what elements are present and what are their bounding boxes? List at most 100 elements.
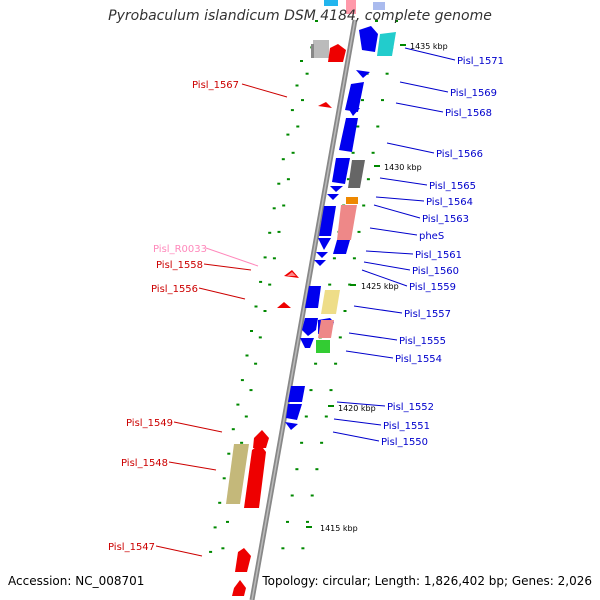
label-pisl-1550[interactable]: Pisl_1550 xyxy=(381,437,428,448)
gene-pisl-1563-orange[interactable] xyxy=(346,197,358,204)
guide-dot xyxy=(213,526,217,529)
label-pisl-1563[interactable]: Pisl_1563 xyxy=(422,214,469,225)
guide-dot xyxy=(304,415,308,418)
gene-pisl-1549[interactable] xyxy=(253,430,269,448)
guide-dot xyxy=(209,550,213,553)
gene-pisl-1568-head[interactable] xyxy=(348,108,360,116)
label-pisl-1561[interactable]: Pisl_1561 xyxy=(415,250,462,261)
gene-pisl-1550[interactable] xyxy=(285,422,298,430)
guide-dot xyxy=(301,99,304,102)
label-pisl-1554[interactable]: Pisl_1554 xyxy=(395,354,442,365)
guide-dot xyxy=(286,178,290,181)
label-pisl-1569[interactable]: Pisl_1569 xyxy=(450,88,497,99)
label-pisl-1557[interactable]: Pisl_1557 xyxy=(404,309,451,320)
gene-bottom-red[interactable] xyxy=(232,580,246,596)
label-pisl-1547[interactable]: Pisl_1547 xyxy=(108,542,155,553)
gene-pisl-1547[interactable] xyxy=(235,548,251,572)
guide-dot xyxy=(236,403,240,406)
gene-pisl-1566[interactable] xyxy=(339,118,358,152)
guide-dot xyxy=(258,336,262,339)
gene-pisl-1565-grey[interactable] xyxy=(348,160,365,188)
label-pisl-1551[interactable]: Pisl_1551 xyxy=(383,421,430,432)
guide-dot xyxy=(222,477,226,480)
leader-line xyxy=(373,204,421,219)
guide-dot xyxy=(249,389,253,392)
leader-line xyxy=(168,461,217,471)
gene-pisl-1567[interactable] xyxy=(318,102,332,108)
guide-dot xyxy=(291,151,295,154)
guide-dot xyxy=(295,468,299,471)
gene-pisl-1555[interactable] xyxy=(318,320,334,338)
label-pisl-1558[interactable]: Pisl_1558 xyxy=(156,260,203,271)
gene-pisl-1569[interactable] xyxy=(356,70,370,78)
gene-pisl-1558-inner[interactable] xyxy=(287,272,296,276)
gene-top-partial-c[interactable] xyxy=(373,2,385,10)
gene-pisl-1571-b[interactable] xyxy=(377,32,396,56)
gene-pisl-1564[interactable] xyxy=(330,186,343,192)
gene-top-partial-a[interactable] xyxy=(324,0,338,6)
label-pisl-1571[interactable]: Pisl_1571 xyxy=(457,56,504,67)
label-pisl-1552[interactable]: Pisl_1552 xyxy=(387,402,434,413)
gene-pisl-1571[interactable] xyxy=(359,26,378,52)
gene-pisl-1548-beige[interactable] xyxy=(226,444,249,504)
label-pisl-1568[interactable]: Pisl_1568 xyxy=(445,108,492,119)
guide-dot xyxy=(343,310,347,312)
guide-dot xyxy=(352,257,356,260)
label-pisl-1566[interactable]: Pisl_1566 xyxy=(436,149,483,160)
label-pisl-1567[interactable]: Pisl_1567 xyxy=(192,80,239,91)
label-pisl-1565[interactable]: Pisl_1565 xyxy=(429,181,476,192)
gene-red-1[interactable] xyxy=(328,44,346,62)
gene-pisl-1568[interactable] xyxy=(345,82,364,112)
gene-grey-1[interactable] xyxy=(313,40,329,58)
gene-pisl-1554[interactable] xyxy=(316,340,330,353)
gene-pisl-1548[interactable] xyxy=(244,444,266,508)
label-pisl-r0033[interactable]: Pisl_R0033 xyxy=(153,244,207,255)
guide-dot xyxy=(361,99,364,102)
gene-pisl-1557-b[interactable] xyxy=(321,290,340,314)
leader-line xyxy=(173,421,223,433)
gene-pisl-1565[interactable] xyxy=(332,158,350,184)
label-pisl-1549[interactable]: Pisl_1549 xyxy=(126,418,173,429)
label-pisl-1556[interactable]: Pisl_1556 xyxy=(151,284,198,295)
gene-pisl-1561-b[interactable] xyxy=(333,240,350,254)
guide-dot xyxy=(366,178,370,181)
gene-pisl-1563-small[interactable] xyxy=(327,194,339,200)
guide-dot xyxy=(362,204,366,207)
gene-pisl-1557[interactable] xyxy=(305,286,321,308)
label-phes[interactable]: pheS xyxy=(419,231,444,242)
scale-label-1415: 1415 kbp xyxy=(320,524,358,533)
gene-pisl-1559[interactable] xyxy=(314,260,326,266)
leader-line xyxy=(375,196,425,202)
gene-grey-2[interactable] xyxy=(311,44,314,58)
guide-dot xyxy=(375,20,378,22)
label-pisl-1548[interactable]: Pisl_1548 xyxy=(121,458,168,469)
guide-dot xyxy=(295,84,299,87)
topology-label: Topology: circular; Length: 1,826,402 bp… xyxy=(262,574,592,588)
guide-dot xyxy=(277,230,281,233)
label-pisl-1564[interactable]: Pisl_1564 xyxy=(426,197,473,208)
guide-dot xyxy=(254,305,258,308)
gene-top-partial-b[interactable] xyxy=(346,0,356,14)
gene-phes[interactable] xyxy=(337,205,357,240)
gene-pisl-1552[interactable] xyxy=(288,386,305,402)
scale-label-1435: 1435 kbp xyxy=(410,42,448,51)
guide-dot xyxy=(332,257,336,260)
leader-line xyxy=(345,350,394,359)
gene-pisl-1554-arrow[interactable] xyxy=(300,338,314,348)
guide-dot xyxy=(268,231,272,234)
label-pisl-1555[interactable]: Pisl_1555 xyxy=(399,336,446,347)
guide-dot xyxy=(281,547,285,550)
gene-pisl-1561[interactable] xyxy=(318,238,331,250)
gene-pisl-1555-arrow[interactable] xyxy=(302,318,318,336)
label-pisl-1560[interactable]: Pisl_1560 xyxy=(412,266,459,277)
gene-pisl-1560[interactable] xyxy=(316,252,328,258)
guide-dot xyxy=(329,389,333,392)
label-pisl-1559[interactable]: Pisl_1559 xyxy=(409,282,456,293)
label-leader-lines xyxy=(155,47,456,557)
scale-labels: 1435 kbp 1430 kbp 1425 kbp 1420 kbp 1415… xyxy=(320,42,448,533)
gene-pisl-1561-top[interactable] xyxy=(319,206,336,236)
guide-dot xyxy=(272,207,276,210)
gene-pisl-1556[interactable] xyxy=(277,302,291,308)
gene-pisl-1551[interactable] xyxy=(286,404,302,420)
